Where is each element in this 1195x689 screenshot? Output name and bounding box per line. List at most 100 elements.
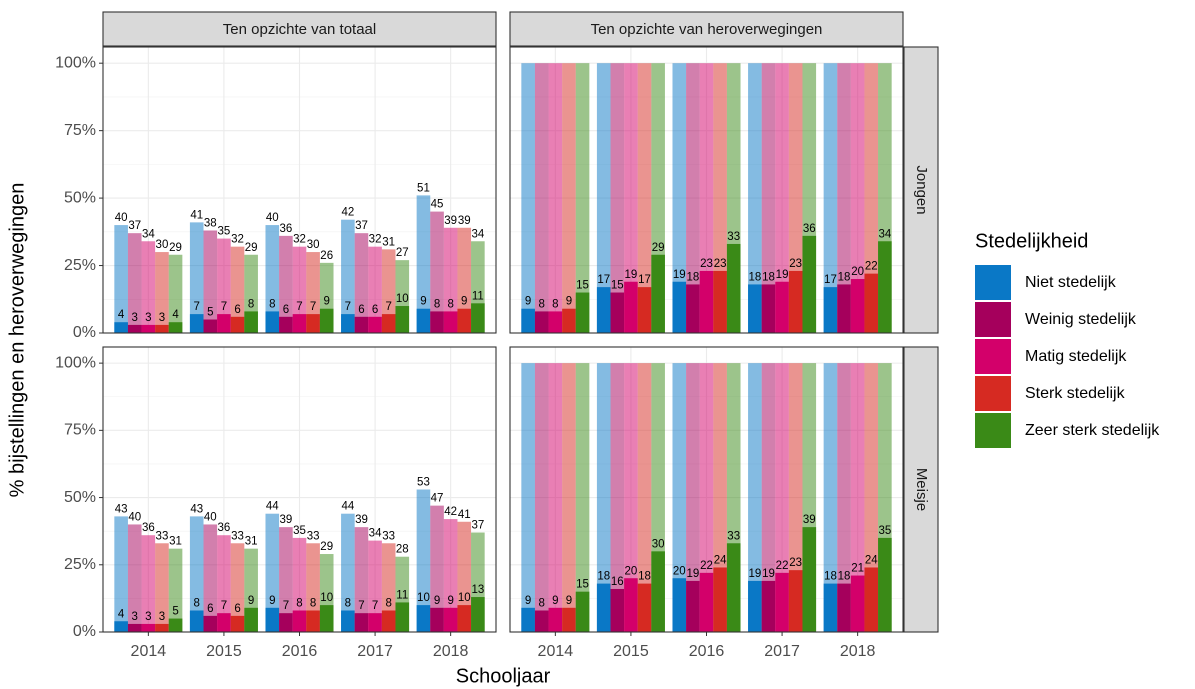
total-bar	[416, 489, 431, 632]
bar	[457, 308, 472, 333]
total-bar	[562, 363, 576, 632]
data-label: 45	[431, 199, 444, 211]
data-label: 8	[248, 298, 254, 310]
total-bar	[637, 63, 652, 333]
total-bar	[457, 521, 472, 632]
bar	[823, 583, 838, 632]
data-label: 20	[625, 565, 638, 577]
data-label: 9	[324, 296, 330, 308]
data-label: 39	[444, 215, 457, 227]
bar	[306, 314, 320, 333]
data-label: 30	[156, 239, 169, 251]
total-bar	[354, 233, 369, 333]
bar	[761, 580, 776, 632]
data-label: 17	[824, 274, 837, 286]
data-label: 18	[748, 271, 761, 283]
data-label: 18	[838, 571, 851, 583]
total-bar	[341, 219, 355, 333]
data-label: 9	[525, 595, 531, 607]
total-bar	[217, 238, 231, 333]
data-label: 7	[345, 301, 351, 313]
data-label: 41	[190, 209, 203, 221]
data-label: 3	[145, 312, 151, 324]
total-bar	[306, 252, 320, 333]
x-tick-label: 2017	[357, 643, 393, 660]
data-label: 6	[207, 603, 213, 615]
data-label: 53	[417, 477, 430, 489]
total-bar	[686, 63, 700, 333]
x-tick-label: 2015	[613, 643, 649, 660]
bar	[319, 605, 334, 632]
legend-title: Stedelijkheid	[975, 230, 1088, 252]
bar	[788, 570, 803, 632]
total-bar	[368, 540, 382, 632]
bar	[141, 623, 156, 632]
bar	[864, 273, 879, 333]
data-label: 30	[307, 239, 320, 251]
data-label: 18	[638, 571, 651, 583]
bar	[430, 607, 444, 632]
bar	[127, 324, 142, 333]
bar	[850, 575, 865, 632]
data-label: 27	[396, 247, 409, 259]
bar	[624, 281, 638, 333]
data-label: 35	[293, 525, 306, 537]
legend-label: Weinig stedelijk	[1025, 311, 1137, 328]
data-label: 4	[118, 309, 125, 321]
x-tick-label: 2016	[282, 643, 318, 660]
bar	[381, 314, 396, 333]
bar	[230, 615, 245, 632]
data-label: 3	[132, 611, 138, 623]
total-bar	[443, 227, 458, 333]
data-label: 8	[539, 598, 545, 610]
bar	[686, 284, 700, 333]
total-bar	[672, 63, 687, 333]
bar	[651, 551, 665, 632]
data-label: 19	[762, 568, 775, 580]
total-bar	[341, 513, 355, 632]
data-label: 23	[789, 258, 802, 270]
data-label: 37	[471, 520, 484, 532]
total-bar	[230, 246, 245, 333]
total-bar	[368, 246, 382, 333]
total-bar	[562, 63, 576, 333]
total-bar	[788, 63, 803, 333]
total-bar	[381, 543, 396, 632]
y-tick-label: 50%	[64, 189, 96, 206]
total-bar	[850, 63, 865, 333]
total-bar	[713, 363, 727, 632]
total-bar	[864, 363, 879, 632]
total-bar	[521, 63, 535, 333]
strip	[903, 346, 939, 633]
total-bar	[748, 63, 762, 333]
data-label: 8	[269, 298, 275, 310]
data-label: 19	[776, 269, 789, 281]
total-bar	[534, 63, 549, 333]
data-label: 9	[552, 595, 558, 607]
bar	[686, 580, 700, 632]
data-label: 4	[118, 608, 125, 620]
data-label: 16	[611, 576, 624, 588]
bar	[114, 322, 128, 333]
bar	[548, 311, 563, 333]
y-tick-label: 100%	[55, 354, 96, 371]
total-bar	[265, 225, 280, 333]
data-label: 37	[128, 220, 141, 232]
data-label: 26	[320, 250, 333, 262]
data-label: 9	[566, 595, 572, 607]
total-bar	[416, 195, 431, 333]
data-label: 32	[231, 234, 244, 246]
bar	[850, 279, 865, 333]
data-label: 34	[471, 228, 484, 240]
data-label: 35	[218, 226, 231, 238]
data-label: 8	[552, 298, 558, 310]
strip	[102, 11, 497, 47]
data-label: 8	[385, 598, 391, 610]
data-label: 15	[576, 579, 589, 591]
strip-label: Ten opzichte van totaal	[223, 21, 376, 38]
bar	[775, 572, 789, 632]
legend-key	[975, 265, 1011, 300]
data-label: 33	[727, 231, 740, 243]
data-label: 23	[789, 557, 802, 569]
